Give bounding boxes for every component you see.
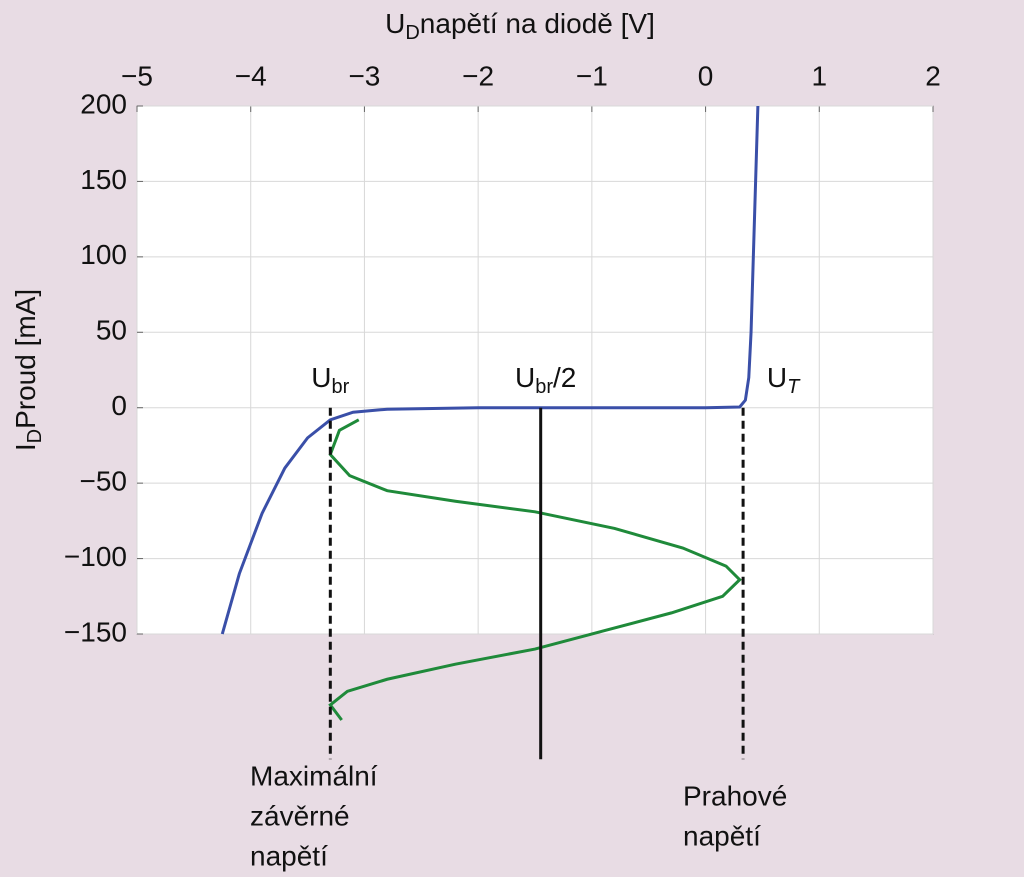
marker-label: UT [767,362,801,398]
series-line [220,105,760,635]
y-tick-label: 150 [80,164,127,195]
label-main: U [767,362,787,393]
series-line [328,418,742,721]
x-tick-label: −3 [348,60,380,91]
x-tick-label: −2 [462,60,494,91]
label-main: U [515,362,535,393]
label-rest: Proud [mA] [10,289,41,429]
label-sub: D [405,22,419,44]
y-tick-label: 100 [80,239,127,270]
y-tick-label: 200 [80,88,127,119]
marker-label: Ubr [311,362,349,398]
label-sub: T [787,376,801,398]
note-text: napětí [250,840,328,871]
note-text: napětí [683,820,761,851]
x-tick-label: −5 [121,60,153,91]
label-main: I [10,443,41,451]
y-tick-label: −50 [80,466,128,497]
label-sub: br [535,376,553,398]
x-tick-label: 0 [698,60,714,91]
x-tick-label: −4 [235,60,267,91]
y-tick-label: −100 [64,541,127,572]
note-text: závěrné [250,800,350,831]
y-tick-label: 0 [111,390,127,421]
plot-area [136,105,934,635]
label-main: U [385,8,405,39]
x-axis-label: UDnapětí na diodě [V] [385,8,655,44]
y-tick-label: 50 [96,315,127,346]
note-text: Prahové [683,780,787,811]
x-tick-label: −1 [576,60,608,91]
label-main: U [311,362,331,393]
label-rest: napětí na diodě [V] [420,8,655,39]
x-tick-label: 2 [925,60,941,91]
x-tick-label: 1 [811,60,827,91]
y-tick-label: −150 [64,616,127,647]
label-sub: D [24,429,46,443]
y-axis-label: IDProud [mA] [10,289,46,451]
label-sub: br [332,376,350,398]
marker-label: Ubr/2 [515,362,576,398]
label-rest: /2 [553,362,576,393]
note-text: Maximální [250,760,378,791]
